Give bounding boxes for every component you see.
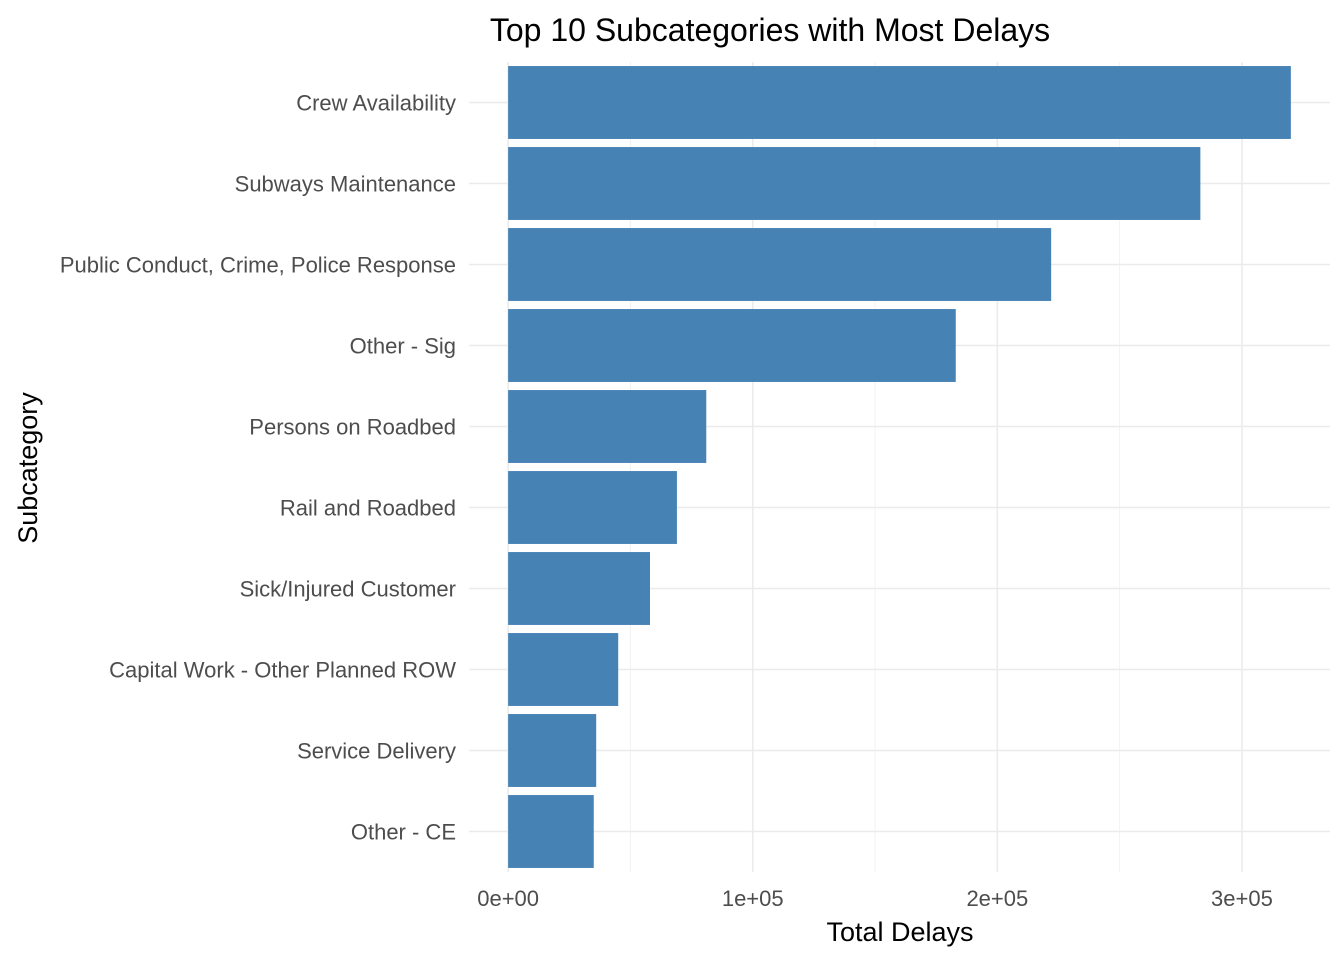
y-tick-label: Other - CE [351, 820, 456, 845]
y-tick-labels: Crew Availability Subways Maintenance Publ… [60, 91, 456, 845]
bar [508, 309, 956, 382]
bar [508, 714, 597, 787]
bar [508, 66, 1291, 139]
y-tick-label: Other - Sig [350, 334, 456, 359]
bar [508, 390, 707, 463]
bar [508, 471, 677, 544]
bar [508, 795, 594, 868]
y-tick-label: Crew Availability [296, 91, 456, 116]
bar [508, 147, 1201, 220]
y-tick-label: Persons on Roadbed [249, 415, 456, 440]
bar [508, 228, 1052, 301]
x-tick-label: 2e+05 [966, 886, 1028, 911]
x-tick-labels: 0e+00 1e+05 2e+05 3e+05 [477, 886, 1273, 911]
bars [508, 66, 1291, 868]
x-tick-label: 1e+05 [722, 886, 784, 911]
y-tick-label: Sick/Injured Customer [240, 577, 456, 602]
y-tick-label: Rail and Roadbed [280, 496, 456, 521]
y-tick-label: Service Delivery [297, 739, 456, 764]
bar [508, 552, 651, 625]
y-tick-label: Subways Maintenance [235, 172, 456, 197]
y-tick-label: Capital Work - Other Planned ROW [109, 658, 456, 683]
y-axis-title: Subcategory [13, 392, 43, 544]
chart-title: Top 10 Subcategories with Most Delays [490, 12, 1050, 48]
x-tick-label: 0e+00 [477, 886, 539, 911]
x-axis-title: Total Delays [826, 917, 973, 947]
bar [508, 633, 619, 706]
y-tick-label: Public Conduct, Crime, Police Response [60, 253, 456, 278]
x-tick-label: 3e+05 [1211, 886, 1273, 911]
